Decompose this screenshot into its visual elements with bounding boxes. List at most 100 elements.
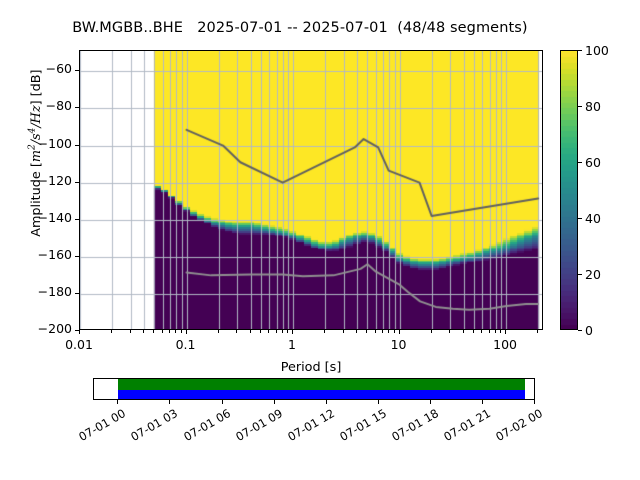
- colorbar-tick-label: 60: [585, 155, 601, 170]
- x-tick-mark: [169, 330, 170, 333]
- y-tick-label: −120: [37, 172, 72, 188]
- x-tick-mark: [260, 330, 261, 333]
- colorbar-tick-label: 40: [585, 211, 601, 226]
- x-tick-mark: [268, 330, 269, 333]
- y-axis-ticks: −60 −80 −100 −120 −140 −160 −180 −200: [0, 0, 72, 480]
- timeline-tick-mark: [326, 400, 327, 404]
- x-tick-label: 1: [288, 337, 297, 352]
- x-tick-label: 0.01: [65, 337, 93, 352]
- y-tick-label: −100: [37, 135, 72, 151]
- x-tick-mark: [130, 330, 131, 333]
- colorbar-tick-label: 20: [585, 267, 601, 282]
- x-tick-mark: [186, 330, 187, 334]
- y-tick-label: −140: [37, 209, 72, 225]
- colorbar: [560, 50, 578, 330]
- y-tick-mark: [75, 219, 79, 220]
- timeline-tick-label: 07-01 15: [337, 406, 390, 444]
- x-tick-mark: [473, 330, 474, 333]
- x-tick-mark: [495, 330, 496, 333]
- x-tick-mark: [324, 330, 325, 333]
- colorbar-tick-mark: [578, 274, 582, 275]
- x-tick-mark: [481, 330, 482, 333]
- colorbar-tick-label: 80: [585, 99, 601, 114]
- page-title: BW.MGBB..BHE 2025-07-01 -- 2025-07-01 (4…: [72, 20, 528, 36]
- x-tick-mark: [153, 330, 154, 333]
- colorbar-tick-mark: [578, 50, 582, 51]
- y-tick-label: −200: [37, 321, 72, 336]
- timeline-tick-label: 07-01 06: [180, 406, 233, 444]
- timeline-tick-mark: [222, 400, 223, 404]
- x-tick-mark: [449, 330, 450, 333]
- x-tick-label: 10: [390, 337, 407, 352]
- timeline-tick-mark: [274, 400, 275, 404]
- y-tick-label: −80: [45, 98, 72, 114]
- colorbar-gradient: [561, 51, 577, 329]
- x-tick-label: 0.1: [175, 337, 196, 352]
- x-tick-mark: [399, 330, 400, 334]
- x-tick-mark: [236, 330, 237, 333]
- colorbar-tick-label: 100: [585, 43, 609, 58]
- y-tick-mark: [75, 293, 79, 294]
- colorbar-tick-label: 0: [585, 323, 593, 338]
- x-tick-mark: [143, 330, 144, 333]
- x-tick-mark: [388, 330, 389, 333]
- x-tick-mark: [282, 330, 283, 333]
- coverage-bar-data: [118, 379, 525, 390]
- x-tick-mark: [489, 330, 490, 333]
- x-tick-mark: [463, 330, 464, 333]
- y-tick-mark: [75, 70, 79, 71]
- y-tick-mark: [75, 330, 79, 331]
- x-tick-mark: [505, 330, 506, 334]
- x-tick-mark: [394, 330, 395, 333]
- timeline-tick-mark: [378, 400, 379, 404]
- x-tick-mark: [356, 330, 357, 333]
- x-tick-mark: [250, 330, 251, 333]
- coverage-bar-gaps: [118, 390, 525, 399]
- x-tick-mark: [343, 330, 344, 333]
- x-tick-mark: [111, 330, 112, 333]
- y-tick-mark: [75, 145, 79, 146]
- timeline-tick-label: 07-01 12: [285, 406, 337, 444]
- colorbar-tick-mark: [578, 218, 582, 219]
- x-tick-mark: [162, 330, 163, 333]
- colorbar-tick-mark: [578, 162, 582, 163]
- data-coverage-timeline: [93, 378, 535, 400]
- timeline-tick-mark: [117, 400, 118, 404]
- y-tick-mark: [75, 256, 79, 257]
- x-tick-mark: [175, 330, 176, 333]
- x-tick-mark: [276, 330, 277, 333]
- y-tick-mark: [75, 182, 79, 183]
- x-axis-label: Period [s]: [280, 360, 342, 375]
- y-tick-label: −180: [37, 283, 72, 299]
- x-tick-mark: [287, 330, 288, 333]
- timeline-tick-label: 07-01 18: [389, 406, 442, 444]
- y-tick-label: −60: [45, 61, 72, 77]
- x-tick-mark: [431, 330, 432, 333]
- x-tick-label: 100: [493, 337, 517, 352]
- x-tick-mark: [537, 330, 538, 333]
- timeline-tick-mark: [482, 400, 483, 404]
- y-tick-mark: [75, 107, 79, 108]
- x-tick-mark: [292, 330, 293, 334]
- x-tick-mark: [366, 330, 367, 333]
- x-tick-mark: [500, 330, 501, 333]
- x-tick-mark: [375, 330, 376, 333]
- timeline-tick-mark: [534, 400, 535, 404]
- timeline-tick-label: 07-01 00: [76, 406, 129, 444]
- x-tick-mark: [181, 330, 182, 333]
- timeline-tick-label: 07-01 09: [232, 406, 285, 444]
- colorbar-tick-mark: [578, 106, 582, 107]
- x-tick-mark: [218, 330, 219, 333]
- y-tick-label: −160: [37, 246, 72, 262]
- timeline-tick-label: 07-01 21: [441, 406, 494, 444]
- timeline-tick-mark: [169, 400, 170, 404]
- x-tick-mark: [79, 330, 80, 334]
- timeline-tick-label: 07-01 03: [128, 406, 181, 444]
- timeline-tick-mark: [430, 400, 431, 404]
- colorbar-tick-mark: [578, 330, 582, 331]
- timeline-tick-label: 07-02 00: [493, 406, 545, 444]
